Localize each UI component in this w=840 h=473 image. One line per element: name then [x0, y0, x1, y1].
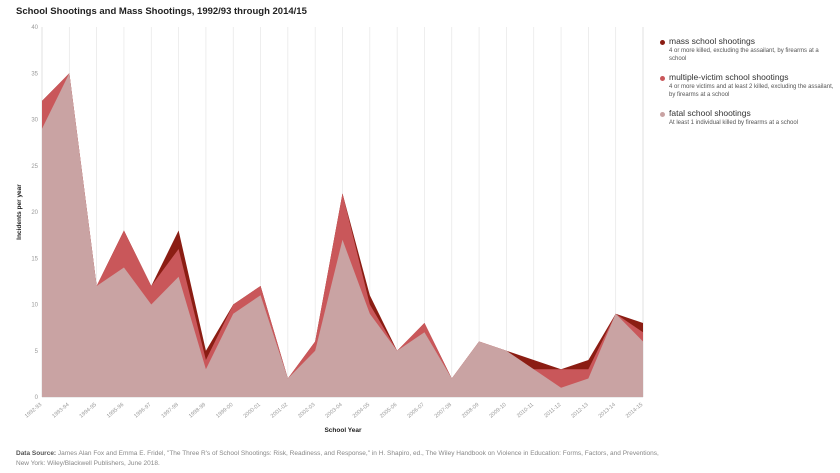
y-axis-label: Incidents per year [16, 184, 23, 240]
y-tick-label: 35 [31, 71, 38, 77]
legend-description: At least 1 individual killed by firearms… [669, 120, 799, 126]
y-tick-label: 15 [31, 256, 38, 262]
x-tick-label: 1997-98 [161, 402, 180, 420]
chart-title: School Shootings and Mass Shootings, 199… [16, 6, 307, 17]
y-tick-label: 40 [31, 25, 38, 31]
legend-description: 4 or more killed, excluding the assailan… [669, 48, 819, 62]
x-tick-label: 2007-08 [434, 402, 453, 420]
x-tick-label: 2012-13 [570, 402, 589, 420]
x-tick-label: 1995-96 [106, 402, 125, 420]
legend-name: multiple-victim school shootings [669, 72, 789, 82]
x-tick-label: 1992-93 [24, 402, 43, 420]
x-tick-label: 2011-12 [543, 402, 562, 419]
source-label: Data Source: [16, 450, 57, 457]
x-tick-label: 2014-15 [625, 402, 644, 420]
legend-description: 4 or more victims and at least 2 killed,… [669, 84, 834, 98]
y-tick-label: 0 [35, 395, 39, 401]
x-tick-label: 2004-05 [352, 402, 371, 420]
x-tick-label: 2013-14 [598, 402, 617, 420]
y-tick-label: 5 [35, 349, 39, 355]
legend: mass school shootings 4 or more killed, … [660, 36, 835, 136]
x-tick-label: 2006-07 [406, 402, 425, 420]
x-tick-label: 2001-02 [270, 402, 289, 420]
x-tick-label: 1999-00 [215, 402, 234, 420]
y-tick-label: 30 [31, 118, 38, 124]
legend-swatch [660, 40, 665, 45]
legend-name: mass school shootings [669, 36, 755, 46]
x-tick-label: 2005-06 [379, 402, 398, 420]
x-tick-label: 1993-94 [51, 402, 70, 420]
x-tick-label: 2009-10 [488, 402, 507, 420]
x-tick-label: 2008-09 [461, 402, 480, 420]
legend-name: fatal school shootings [669, 108, 751, 118]
y-tick-label: 25 [31, 164, 38, 170]
x-tick-label: 2000-01 [243, 402, 262, 420]
legend-swatch [660, 76, 665, 81]
x-tick-label: 2010-11 [516, 402, 535, 419]
y-tick-label: 10 [31, 303, 38, 309]
legend-item-multiple-victim: multiple-victim school shootings 4 or mo… [660, 72, 835, 99]
legend-swatch [660, 112, 665, 117]
source-text: James Alan Fox and Emma E. Fridel, "The … [16, 450, 659, 467]
series-area-1 [42, 73, 643, 397]
x-tick-label: 2002-03 [297, 402, 316, 420]
data-source-note: Data Source: James Alan Fox and Emma E. … [16, 449, 666, 469]
legend-item-mass: mass school shootings 4 or more killed, … [660, 36, 835, 63]
legend-item-fatal: fatal school shootings At least 1 indivi… [660, 108, 835, 127]
x-tick-label: 1994-95 [79, 402, 98, 420]
series-area-2 [42, 73, 643, 397]
x-axis-label: School Year [324, 427, 362, 434]
x-tick-label: 1998-99 [188, 402, 207, 420]
x-tick-label: 1996-97 [133, 402, 152, 420]
x-tick-label: 2003-04 [324, 402, 343, 420]
y-tick-label: 20 [31, 210, 38, 216]
